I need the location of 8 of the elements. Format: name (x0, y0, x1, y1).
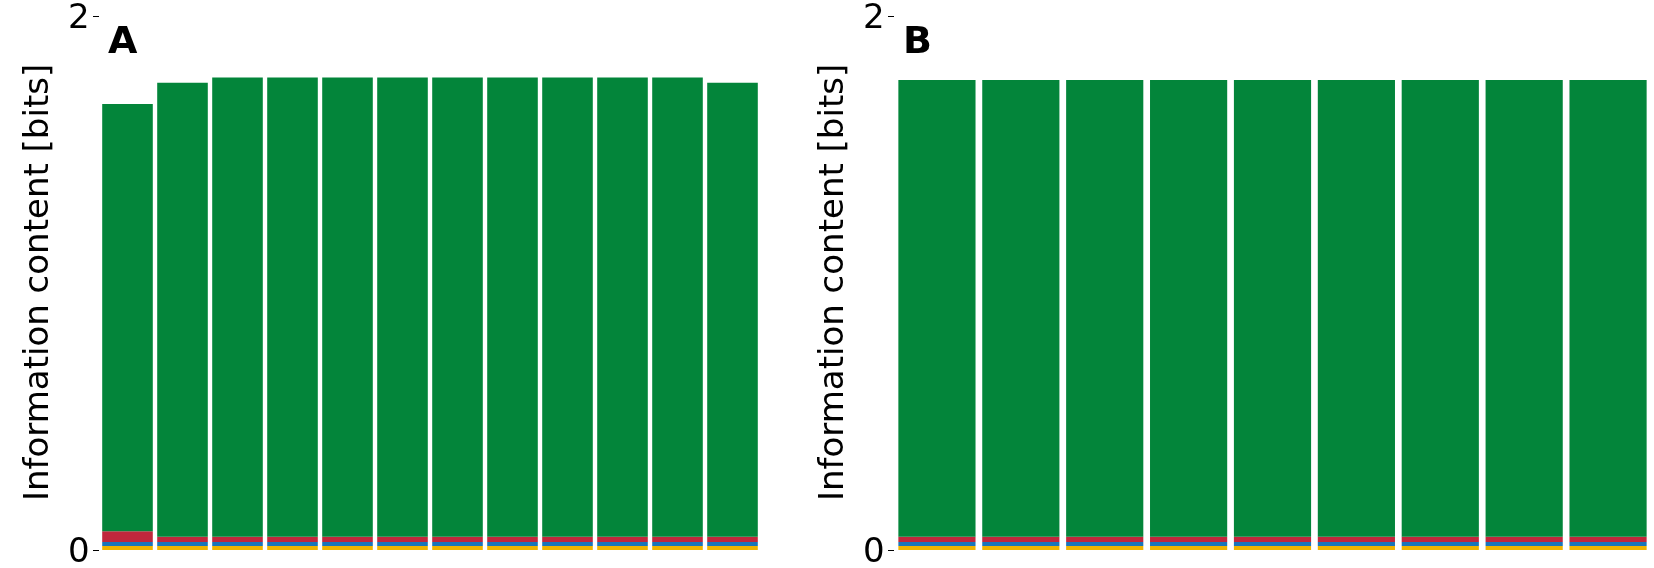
chart-title: B (903, 18, 932, 62)
y-tick-label: 0 (68, 530, 90, 568)
y-axis-title: Information content [bits] (16, 63, 56, 501)
y-tick-label: 2 (68, 0, 90, 36)
y-tick-label: 2 (863, 0, 885, 36)
y-axis-title: Information content [bits] (811, 63, 851, 501)
y-tick-label: 0 (863, 530, 885, 568)
chart-title: A (108, 18, 138, 62)
